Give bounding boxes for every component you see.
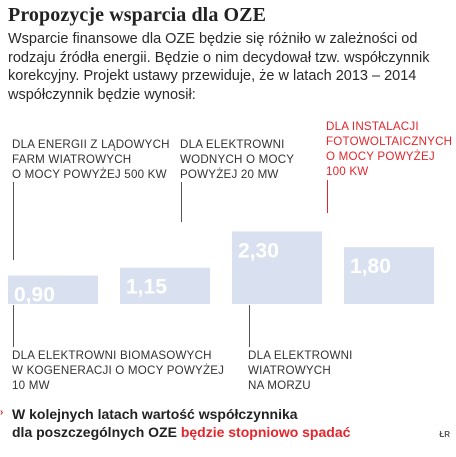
label-line: FARM WIATROWYCH xyxy=(12,153,132,166)
footer-note: W kolejnych latach wartość współczynnika… xyxy=(12,405,350,441)
label-line: 10 MW xyxy=(12,379,50,392)
bar xyxy=(8,275,98,304)
credit-initials: ŁR xyxy=(439,430,450,439)
bar xyxy=(120,267,210,304)
connector-line xyxy=(181,182,182,222)
bar xyxy=(344,247,434,304)
connector-line xyxy=(249,305,250,347)
label-line: DLA ELEKTROWNI xyxy=(180,138,285,151)
bar-value-label: 0,90 xyxy=(14,284,55,307)
label-biomass: DLA ELEKTROWNI BIOMASOWYCH W KOGENERACJI… xyxy=(12,348,224,393)
connector-line xyxy=(13,182,14,260)
page-title: Propozycje wsparcia dla OZE xyxy=(8,4,267,26)
connector-line xyxy=(327,180,328,213)
bar-value-label: 1,15 xyxy=(126,276,167,299)
bar-chart: 0,901,152,301,802,85 xyxy=(8,231,434,307)
connector-line xyxy=(13,305,14,347)
bar-value-label: 2,30 xyxy=(238,239,279,262)
label-line: WIATROWYCH xyxy=(248,364,331,377)
label-line: O MOCY POWYŻEJ 500 KW xyxy=(12,168,167,181)
bar xyxy=(232,231,322,304)
bar-value-label: 1,80 xyxy=(350,255,391,278)
label-hydro: DLA ELEKTROWNI WODNYCH O MOCY POWYŻEJ 20… xyxy=(180,137,294,182)
label-line: O MOCY POWYŻEJ xyxy=(326,150,435,163)
label-line: DLA ENERGII Z LĄDOWYCH xyxy=(12,138,170,151)
intro-text: Wsparcie finansowe dla OZE będzie się ró… xyxy=(8,31,430,103)
footer-highlight: będzie stopniowo spadać xyxy=(180,424,351,440)
label-line: WODNYCH O MOCY xyxy=(180,153,295,166)
label-line: W KOGENERACJI O MOCY POWYŻEJ xyxy=(12,364,225,377)
label-onshore-wind: DLA ENERGII Z LĄDOWYCH FARM WIATROWYCH O… xyxy=(12,137,170,182)
footer-line-1: W kolejnych latach wartość współczynnika xyxy=(12,406,298,422)
label-offshore-wind: DLA ELEKTROWNI WIATROWYCH NA MORZU xyxy=(248,348,353,393)
footer-text: dla poszczególnych OZE xyxy=(12,424,181,440)
label-line: DLA ELEKTROWNI BIOMASOWYCH xyxy=(12,349,212,362)
label-photovoltaic: DLA INSTALACJI FOTOWOLTAICZNYCH O MOCY P… xyxy=(326,119,452,179)
label-line: NA MORZU xyxy=(248,379,311,392)
label-line: 100 KW xyxy=(326,165,369,178)
label-line: DLA ELEKTROWNI xyxy=(248,349,353,362)
label-line: DLA INSTALACJI xyxy=(326,120,419,133)
chevron-right-icon: › xyxy=(0,407,4,418)
label-line: POWYŻEJ 20 MW xyxy=(180,168,279,181)
label-line: FOTOWOLTAICZNYCH xyxy=(326,135,453,148)
footer-line-2: dla poszczególnych OZE będzie stopniowo … xyxy=(12,423,350,441)
